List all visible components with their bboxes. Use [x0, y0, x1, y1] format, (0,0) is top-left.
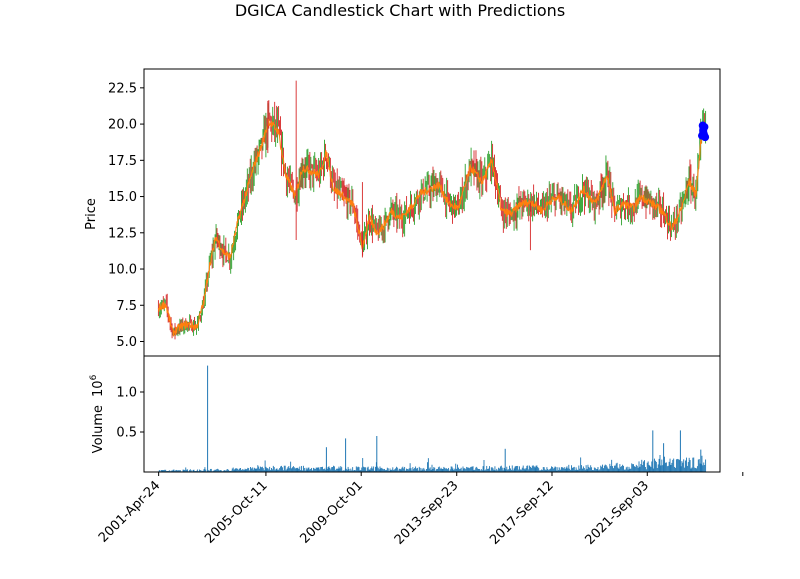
volume-y-ticks: 0.5 1.0 [116, 386, 144, 441]
volume-ytick-label: 1.0 [116, 386, 137, 401]
prediction-point [698, 121, 707, 130]
close-price-line [157, 119, 707, 337]
chart-title: DGICA Candlestick Chart with Predictions [235, 1, 565, 20]
volume-axis-label: Volume 106 [89, 374, 106, 453]
price-ytick-label: 17.5 [108, 154, 137, 169]
x-tick-label: 2005-Oct-11 [202, 478, 270, 546]
x-tick-label: 2001-Apr-24 [96, 478, 163, 545]
price-ytick-label: 10.0 [108, 263, 137, 278]
volume-ytick-label: 0.5 [116, 426, 137, 441]
volume-panel: 0.51.0 Volume106 2001-Apr-24 2005-Oct-11 2… [89, 355, 744, 548]
price-ytick-label: 20.0 [108, 118, 137, 133]
volume-exponent-power: 6 [89, 374, 99, 380]
x-ticks: 2001-Apr-24 2005-Oct-11 2009-Oct-01 2013-Se… [96, 472, 744, 548]
x-tick-label: 2013-Sep-23 [392, 478, 462, 548]
price-ytick-label: 15.0 [108, 190, 137, 205]
x-tick-label: 2017-Sep-12 [487, 478, 557, 548]
prediction-point [699, 127, 708, 136]
price-panel: 5.0 7.5 10.0 12.5 15.0 17.5 20.0 22.5 Price [84, 68, 721, 357]
price-axis-label: Price [84, 198, 99, 230]
volume-bars [157, 365, 707, 472]
price-ytick-label: 5.0 [116, 335, 137, 350]
prediction-marks [698, 121, 710, 142]
volume-axes-frame [143, 355, 721, 473]
volume-exponent-base: 10 [91, 380, 106, 397]
price-y-ticks: 5.0 7.5 10.0 12.5 15.0 17.5 20.0 22.5 [108, 81, 144, 350]
price-marks [157, 80, 707, 340]
x-tick-label: 2021-Sep-03 [582, 478, 652, 548]
price-ytick-label: 22.5 [108, 81, 137, 96]
price-ytick-label: 12.5 [108, 226, 137, 241]
price-ytick-label: 7.5 [116, 299, 137, 314]
x-tick-label: 2009-Oct-01 [298, 478, 366, 546]
volume-label-text: Volume [91, 405, 106, 453]
